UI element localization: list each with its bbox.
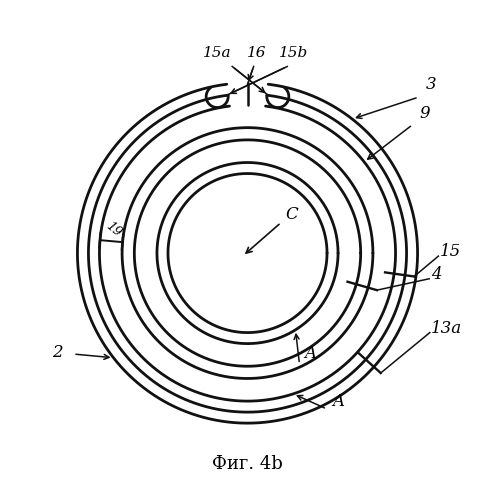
Text: A: A: [332, 393, 344, 410]
Text: C: C: [285, 206, 298, 223]
Text: 15a: 15a: [202, 46, 231, 60]
Text: 2: 2: [52, 344, 63, 361]
Text: 3: 3: [426, 76, 437, 93]
Text: Фиг. 4b: Фиг. 4b: [212, 455, 283, 473]
Text: 15: 15: [440, 243, 461, 260]
Text: 19: 19: [103, 220, 124, 240]
Text: 13a: 13a: [431, 320, 462, 336]
Text: 15b: 15b: [279, 46, 308, 60]
Text: 16: 16: [247, 46, 266, 60]
Text: 9: 9: [420, 106, 430, 122]
Text: 4: 4: [431, 266, 442, 283]
Text: A: A: [304, 346, 316, 362]
